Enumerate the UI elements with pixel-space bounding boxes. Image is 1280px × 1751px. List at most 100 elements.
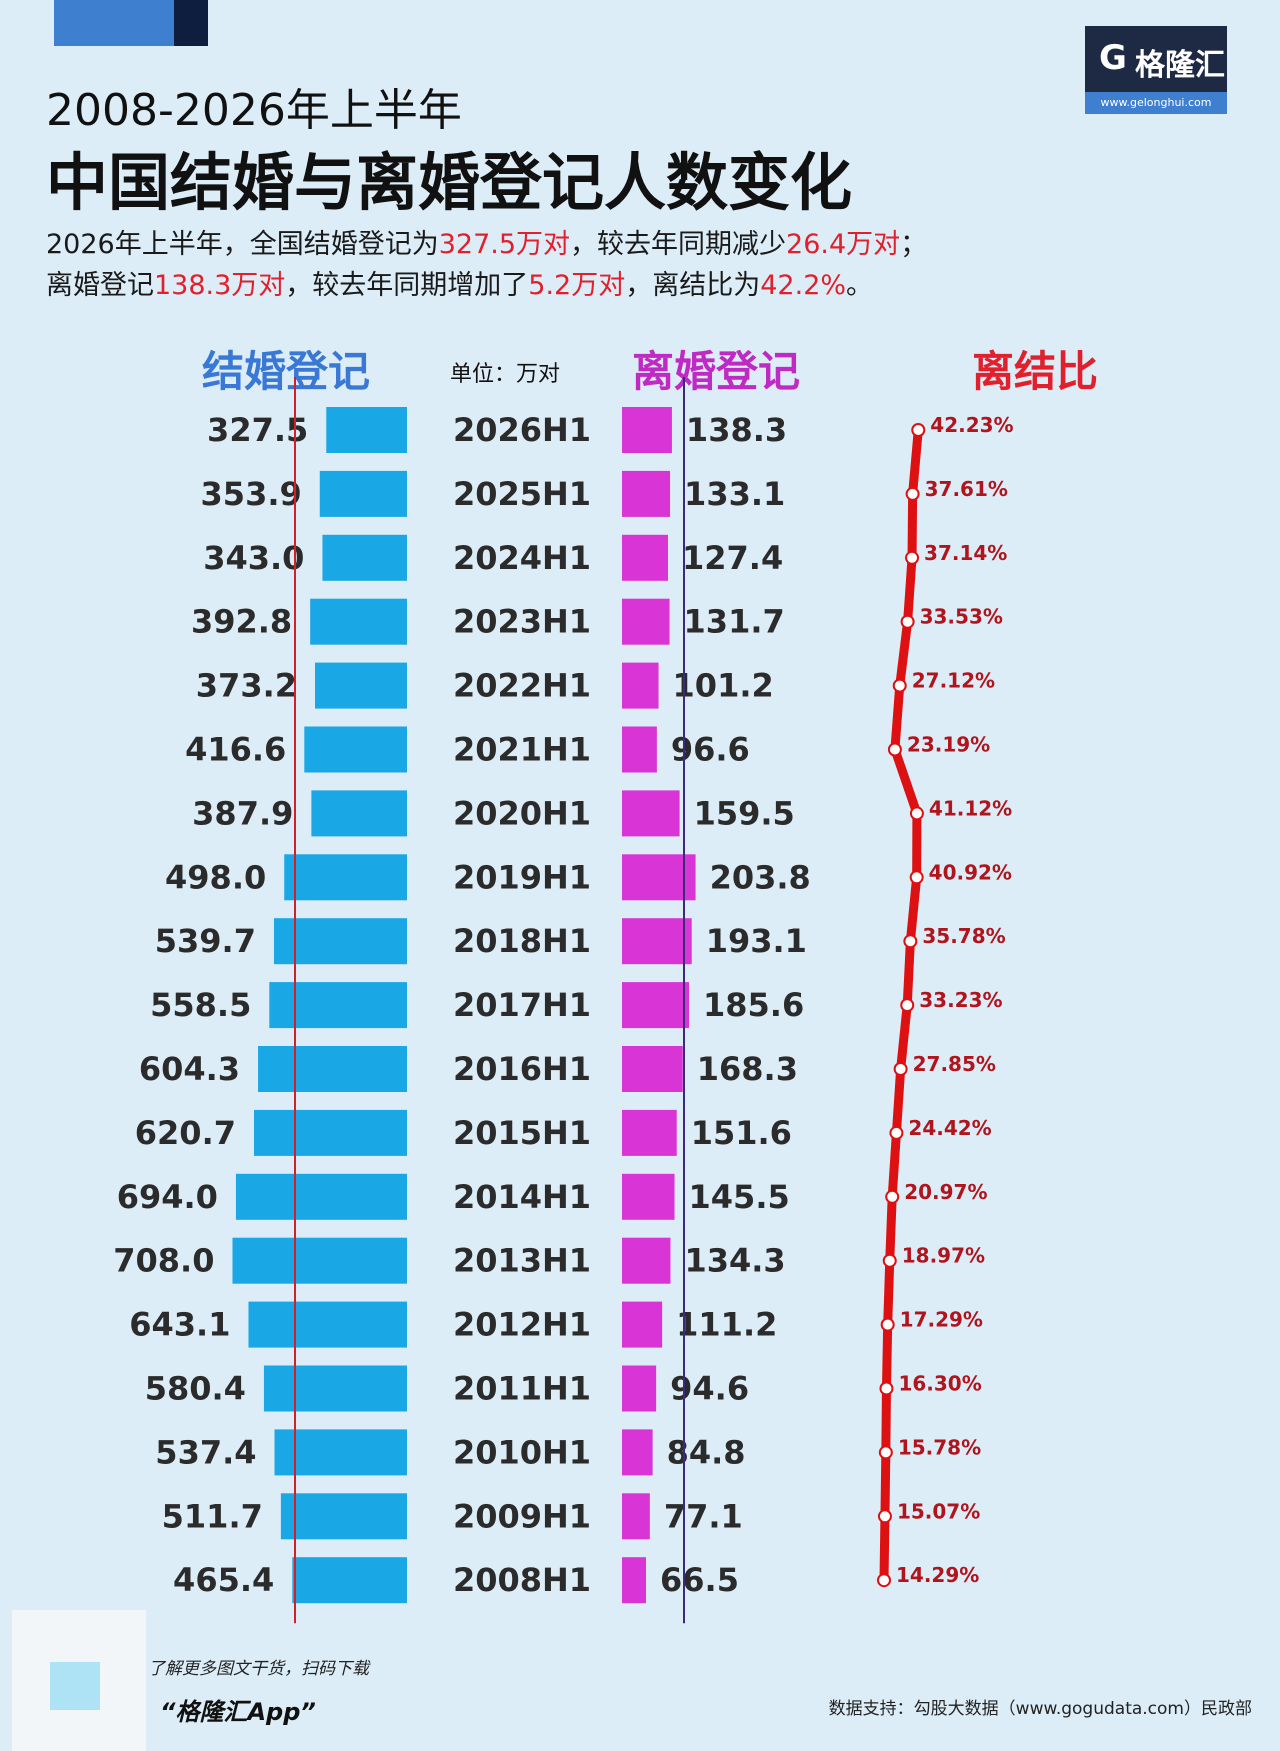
divorce-header: 离婚登记	[632, 347, 801, 396]
divorce-value-label: 101.2	[673, 667, 774, 705]
page-title: 中国结婚与离婚登记人数变化	[46, 146, 853, 219]
marriage-value-label: 604.3	[139, 1050, 240, 1088]
divorce-bar	[622, 598, 670, 645]
divorce-value-label: 94.6	[670, 1370, 749, 1408]
summary-highlight: 26.4万对	[786, 229, 901, 260]
summary-text: ，较去年同期减少	[570, 229, 787, 260]
logo-mark-icon: G	[1099, 38, 1127, 78]
divorce-value-label: 203.8	[710, 858, 811, 896]
ratio-value-label: 33.53%	[920, 605, 1003, 629]
year-label: 2012H1	[453, 1306, 591, 1344]
marriage-bar	[280, 1493, 407, 1540]
ratio-value-label: 27.12%	[912, 669, 995, 693]
marriage-bar	[310, 598, 407, 645]
ratio-point	[893, 1062, 908, 1076]
divorce-bar	[622, 662, 659, 709]
ratio-value-label: 33.23%	[919, 988, 1002, 1012]
divorce-bar	[622, 1237, 671, 1284]
marriage-bar	[304, 726, 407, 773]
marriage-value-label: 643.1	[129, 1306, 230, 1344]
year-label: 2013H1	[453, 1242, 591, 1280]
ratio-point	[882, 1253, 897, 1268]
marriage-value-label: 511.7	[162, 1497, 263, 1535]
ratio-value-label: 17.29%	[900, 1308, 983, 1332]
title-years: 2008-2026年上半年	[46, 85, 462, 136]
divorce-value-label: 96.6	[671, 731, 750, 769]
year-label: 2020H1	[453, 794, 591, 832]
year-label: 2015H1	[453, 1114, 591, 1152]
marriage-bar	[248, 1301, 407, 1348]
divorce-value-label: 168.3	[697, 1050, 798, 1088]
ratio-point	[878, 1445, 893, 1460]
divorce-value-label: 185.6	[703, 986, 804, 1024]
year-label: 2025H1	[453, 475, 591, 513]
divorce-bar	[622, 1301, 663, 1348]
ratio-point	[903, 934, 918, 949]
divorce-bar	[622, 982, 690, 1029]
qr-code-icon	[50, 1662, 100, 1710]
marriage-value-label: 708.0	[113, 1242, 214, 1280]
year-label: 2016H1	[453, 1050, 591, 1088]
marriage-bar	[258, 1046, 407, 1092]
divorce-value-label: 138.3	[686, 411, 787, 449]
year-label: 2019H1	[453, 858, 591, 896]
year-label: 2018H1	[453, 922, 591, 960]
marriage-value-label: 694.0	[117, 1178, 218, 1216]
logo-name: 格隆汇	[1135, 48, 1225, 83]
divorce-value-label: 133.1	[684, 475, 785, 513]
ratio-point	[889, 1125, 904, 1140]
divorce-value-label: 127.4	[682, 539, 783, 577]
summary-text: ，较去年同期增加了	[285, 270, 529, 301]
summary-highlight: 327.5万对	[438, 229, 571, 260]
ratio-value-label: 15.78%	[898, 1435, 981, 1459]
year-label: 2022H1	[453, 667, 591, 705]
data-source: 数据支持：勾股大数据（www.gogudata.com）民政部	[828, 1699, 1252, 1719]
ratio-value-label: 42.23%	[930, 413, 1013, 437]
year-label: 2023H1	[453, 603, 591, 641]
ratio-point	[879, 1381, 894, 1396]
ratio-value-label: 16.30%	[898, 1372, 981, 1396]
summary-highlight: 42.2%	[760, 270, 847, 301]
ratio-point	[877, 1509, 892, 1524]
summary-highlight: 138.3万对	[154, 270, 286, 301]
ratio-point	[885, 1189, 900, 1204]
ratio-value-label: 37.14%	[924, 541, 1007, 565]
ratio-point	[909, 806, 924, 821]
summary-line-2: 离婚登记138.3万对，较去年同期增加了5.2万对，离结比为42.2%。	[46, 263, 873, 302]
marriage-value-label: 327.5	[207, 411, 308, 449]
year-label: 2009H1	[453, 1497, 591, 1535]
ratio-value-label: 14.29%	[896, 1563, 979, 1587]
summary-text: 离婚登记	[46, 270, 154, 301]
divorce-bar	[622, 1557, 647, 1604]
year-label: 2014H1	[453, 1178, 591, 1216]
marriage-value-label: 353.9	[201, 475, 302, 513]
divorce-bar	[622, 1173, 675, 1220]
divorce-value-label: 66.5	[660, 1561, 739, 1599]
divorce-bar	[622, 1365, 657, 1412]
divorce-bar	[622, 407, 672, 453]
marriage-value-label: 343.0	[203, 539, 304, 577]
marriage-bar	[232, 1237, 407, 1284]
marriage-bar	[274, 1429, 407, 1476]
divorce-bar	[622, 1493, 650, 1540]
marriage-bar	[315, 662, 407, 709]
divorce-value-label: 84.8	[667, 1433, 746, 1471]
ratio-point	[900, 998, 915, 1013]
marriage-value-label: 387.9	[192, 794, 293, 832]
year-label: 2011H1	[453, 1370, 591, 1408]
ratio-point	[900, 614, 915, 629]
marriage-value-label: 580.4	[145, 1370, 246, 1408]
ratio-value-label: 15.07%	[897, 1499, 980, 1523]
ratio-point	[909, 870, 924, 885]
divorce-value-label: 111.2	[676, 1306, 777, 1344]
marriage-bar	[235, 1173, 407, 1220]
summary-line-1: 2026年上半年，全国结婚登记为327.5万对，较去年同期减少26.4万对；	[46, 222, 927, 261]
ratio-value-label: 37.61%	[925, 477, 1008, 501]
marriage-value-label: 416.6	[185, 731, 286, 769]
ratio-point	[911, 423, 926, 437]
ratio-value-label: 27.85%	[913, 1052, 996, 1076]
ratio-value-label: 35.78%	[922, 924, 1005, 948]
divorce-value-label: 159.5	[694, 794, 795, 832]
ratio-value-label: 18.97%	[902, 1244, 985, 1268]
divorce-bar	[622, 1429, 653, 1476]
